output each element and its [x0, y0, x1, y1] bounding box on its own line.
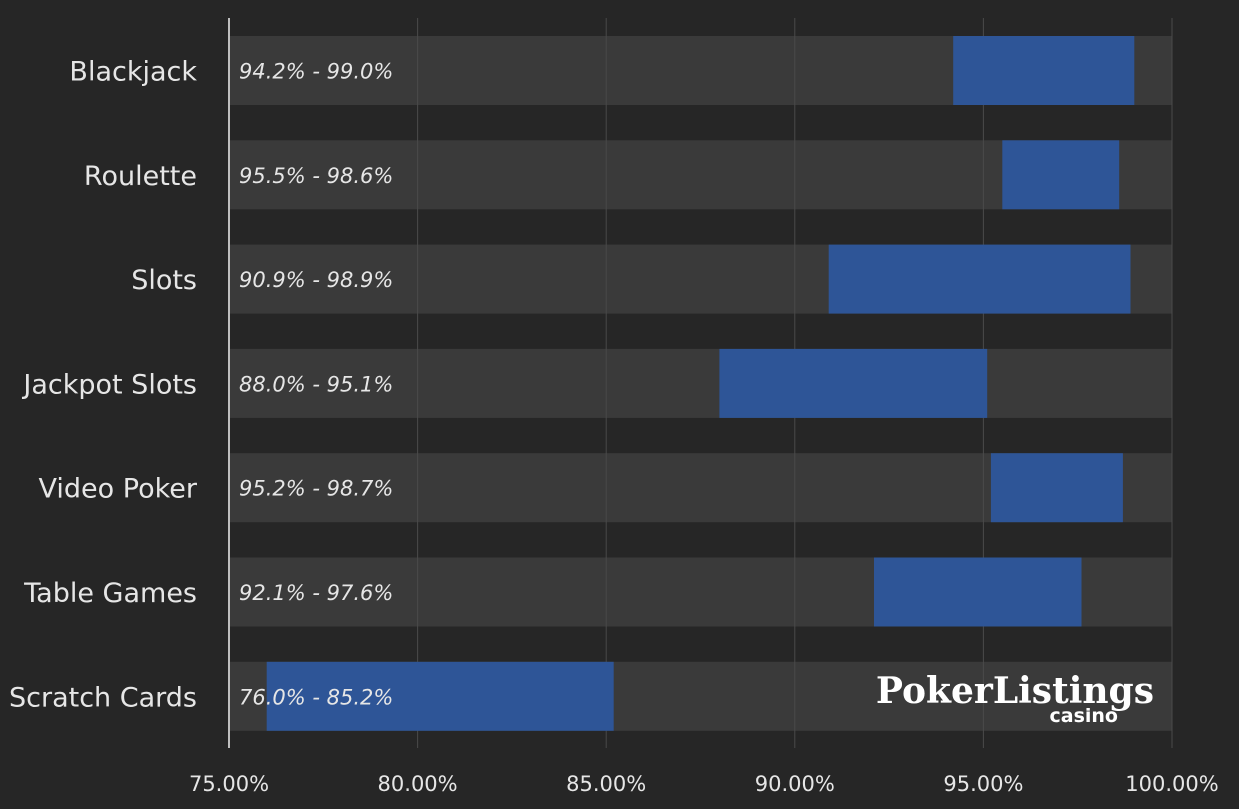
x-tick-label: 75.00% — [189, 772, 269, 796]
category-label-jackpot-slots: Jackpot Slots — [21, 369, 197, 400]
bar-video-poker — [990, 453, 1123, 523]
logo-sub-text: casino — [1050, 705, 1119, 727]
bar-slots — [828, 244, 1131, 314]
x-tick-label: 100.00% — [1125, 772, 1218, 796]
category-label-layer: Blackjack Roulette Slots Jackpot Slots Video… — [9, 57, 198, 714]
track-jackpot-slots — [229, 348, 1172, 418]
x-tick-label: 95.00% — [943, 772, 1023, 796]
range-label-scratch-cards: 76.0% - 85.2% — [239, 685, 393, 709]
range-label-roulette: 95.5% - 98.6% — [239, 164, 393, 188]
category-label-video-poker: Video Poker — [39, 474, 198, 505]
category-label-roulette: Roulette — [84, 161, 197, 192]
bar-scratch-cards — [266, 661, 614, 731]
x-tick-label: 90.00% — [755, 772, 835, 796]
tick-label-layer: 75.00% 80.00% 85.00% 90.00% 95.00% 100.00% — [189, 772, 1219, 796]
bar-jackpot-slots — [719, 348, 988, 418]
range-label-blackjack: 94.2% - 99.0% — [239, 60, 393, 84]
range-label-table-games: 92.1% - 97.6% — [239, 581, 393, 605]
bar-blackjack — [953, 36, 1135, 105]
logo: PokerListings casino — [876, 670, 1154, 727]
bar-layer — [266, 36, 1135, 731]
logo-main-text: PokerListings — [876, 670, 1154, 712]
range-label-layer: 94.2% - 99.0% 95.5% - 98.6% 90.9% - 98.9% 8… — [239, 60, 393, 710]
range-label-video-poker: 95.2% - 98.7% — [239, 477, 393, 501]
bar-roulette — [1002, 140, 1120, 210]
category-label-scratch-cards: Scratch Cards — [9, 682, 197, 713]
range-label-slots: 90.9% - 98.9% — [239, 268, 393, 292]
range-label-jackpot-slots: 88.0% - 95.1% — [239, 372, 393, 396]
bar-table-games — [874, 557, 1082, 627]
category-label-blackjack: Blackjack — [69, 57, 197, 88]
x-tick-label: 85.00% — [566, 772, 646, 796]
category-label-table-games: Table Games — [23, 578, 197, 609]
x-tick-label: 80.00% — [378, 772, 458, 796]
category-label-slots: Slots — [131, 265, 197, 296]
